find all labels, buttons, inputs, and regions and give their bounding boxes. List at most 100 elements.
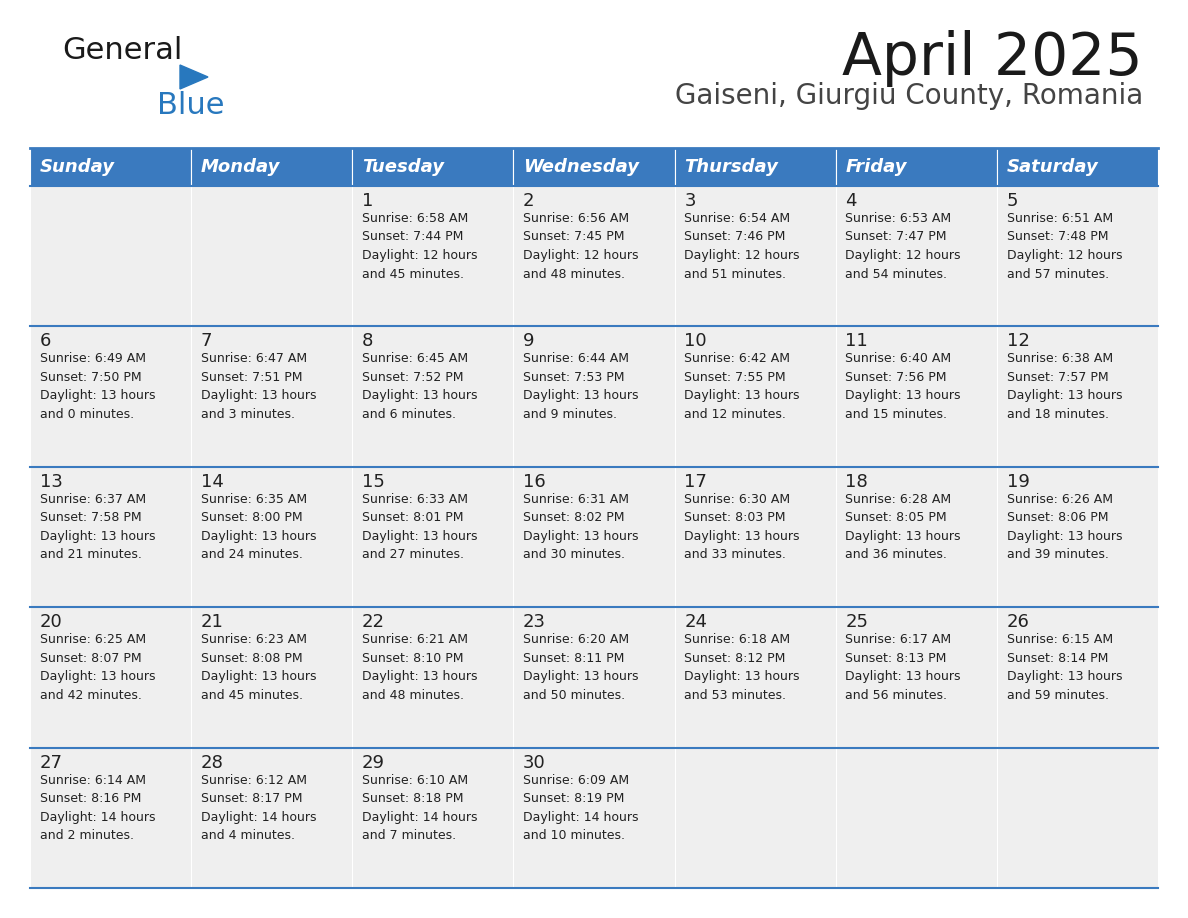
Text: Sunrise: 6:44 AM
Sunset: 7:53 PM
Daylight: 13 hours
and 9 minutes.: Sunrise: 6:44 AM Sunset: 7:53 PM Dayligh… (523, 353, 639, 420)
Text: 26: 26 (1006, 613, 1029, 632)
Text: 6: 6 (39, 332, 51, 351)
Bar (30, 607, 191, 747)
Text: Sunrise: 6:14 AM
Sunset: 8:16 PM
Daylight: 14 hours
and 2 minutes.: Sunrise: 6:14 AM Sunset: 8:16 PM Dayligh… (39, 774, 156, 842)
Bar (353, 327, 513, 466)
Text: 18: 18 (846, 473, 868, 491)
Bar (835, 466, 997, 607)
Text: Sunrise: 6:30 AM
Sunset: 8:03 PM
Daylight: 13 hours
and 33 minutes.: Sunrise: 6:30 AM Sunset: 8:03 PM Dayligh… (684, 493, 800, 561)
Text: 9: 9 (523, 332, 535, 351)
Text: 20: 20 (39, 613, 63, 632)
Bar (353, 747, 513, 888)
Bar (513, 148, 675, 186)
Bar (997, 186, 1158, 327)
Text: Sunrise: 6:56 AM
Sunset: 7:45 PM
Daylight: 12 hours
and 48 minutes.: Sunrise: 6:56 AM Sunset: 7:45 PM Dayligh… (523, 212, 639, 281)
Text: 4: 4 (846, 192, 857, 210)
Bar (997, 607, 1158, 747)
Bar (513, 607, 675, 747)
Text: Sunrise: 6:42 AM
Sunset: 7:55 PM
Daylight: 13 hours
and 12 minutes.: Sunrise: 6:42 AM Sunset: 7:55 PM Dayligh… (684, 353, 800, 420)
Text: 1: 1 (362, 192, 373, 210)
Text: 19: 19 (1006, 473, 1029, 491)
Bar (997, 148, 1158, 186)
Text: 30: 30 (523, 754, 545, 772)
Bar (675, 466, 835, 607)
Bar (191, 747, 353, 888)
Text: Sunrise: 6:49 AM
Sunset: 7:50 PM
Daylight: 13 hours
and 0 minutes.: Sunrise: 6:49 AM Sunset: 7:50 PM Dayligh… (39, 353, 156, 420)
Text: 15: 15 (362, 473, 385, 491)
Text: 13: 13 (39, 473, 63, 491)
Bar (30, 327, 191, 466)
Text: Wednesday: Wednesday (523, 158, 639, 176)
Text: 28: 28 (201, 754, 223, 772)
Text: 12: 12 (1006, 332, 1029, 351)
Text: 7: 7 (201, 332, 213, 351)
Text: Sunrise: 6:35 AM
Sunset: 8:00 PM
Daylight: 13 hours
and 24 minutes.: Sunrise: 6:35 AM Sunset: 8:00 PM Dayligh… (201, 493, 316, 561)
Text: Gaiseni, Giurgiu County, Romania: Gaiseni, Giurgiu County, Romania (675, 82, 1143, 110)
Text: 27: 27 (39, 754, 63, 772)
Text: Sunrise: 6:37 AM
Sunset: 7:58 PM
Daylight: 13 hours
and 21 minutes.: Sunrise: 6:37 AM Sunset: 7:58 PM Dayligh… (39, 493, 156, 561)
Polygon shape (181, 65, 208, 89)
Text: Sunrise: 6:17 AM
Sunset: 8:13 PM
Daylight: 13 hours
and 56 minutes.: Sunrise: 6:17 AM Sunset: 8:13 PM Dayligh… (846, 633, 961, 701)
Bar (835, 327, 997, 466)
Text: Sunrise: 6:28 AM
Sunset: 8:05 PM
Daylight: 13 hours
and 36 minutes.: Sunrise: 6:28 AM Sunset: 8:05 PM Dayligh… (846, 493, 961, 561)
Text: 25: 25 (846, 613, 868, 632)
Text: Sunrise: 6:09 AM
Sunset: 8:19 PM
Daylight: 14 hours
and 10 minutes.: Sunrise: 6:09 AM Sunset: 8:19 PM Dayligh… (523, 774, 639, 842)
Bar (675, 607, 835, 747)
Bar (835, 186, 997, 327)
Text: Thursday: Thursday (684, 158, 778, 176)
Text: 21: 21 (201, 613, 223, 632)
Text: 17: 17 (684, 473, 707, 491)
Bar (30, 747, 191, 888)
Text: Sunrise: 6:26 AM
Sunset: 8:06 PM
Daylight: 13 hours
and 39 minutes.: Sunrise: 6:26 AM Sunset: 8:06 PM Dayligh… (1006, 493, 1121, 561)
Text: Sunrise: 6:23 AM
Sunset: 8:08 PM
Daylight: 13 hours
and 45 minutes.: Sunrise: 6:23 AM Sunset: 8:08 PM Dayligh… (201, 633, 316, 701)
Bar (997, 327, 1158, 466)
Bar (997, 466, 1158, 607)
Text: 22: 22 (362, 613, 385, 632)
Text: 23: 23 (523, 613, 546, 632)
Text: 2: 2 (523, 192, 535, 210)
Bar (191, 327, 353, 466)
Bar (30, 148, 191, 186)
Bar (835, 607, 997, 747)
Text: Sunrise: 6:51 AM
Sunset: 7:48 PM
Daylight: 12 hours
and 57 minutes.: Sunrise: 6:51 AM Sunset: 7:48 PM Dayligh… (1006, 212, 1121, 281)
Text: 14: 14 (201, 473, 223, 491)
Bar (513, 186, 675, 327)
Text: Sunrise: 6:58 AM
Sunset: 7:44 PM
Daylight: 12 hours
and 45 minutes.: Sunrise: 6:58 AM Sunset: 7:44 PM Dayligh… (362, 212, 478, 281)
Text: Sunrise: 6:40 AM
Sunset: 7:56 PM
Daylight: 13 hours
and 15 minutes.: Sunrise: 6:40 AM Sunset: 7:56 PM Dayligh… (846, 353, 961, 420)
Bar (30, 186, 191, 327)
Text: 24: 24 (684, 613, 707, 632)
Text: Sunrise: 6:25 AM
Sunset: 8:07 PM
Daylight: 13 hours
and 42 minutes.: Sunrise: 6:25 AM Sunset: 8:07 PM Dayligh… (39, 633, 156, 701)
Bar (353, 186, 513, 327)
Text: Sunrise: 6:54 AM
Sunset: 7:46 PM
Daylight: 12 hours
and 51 minutes.: Sunrise: 6:54 AM Sunset: 7:46 PM Dayligh… (684, 212, 800, 281)
Bar (191, 148, 353, 186)
Bar (513, 327, 675, 466)
Text: Saturday: Saturday (1006, 158, 1098, 176)
Bar (997, 747, 1158, 888)
Text: 8: 8 (362, 332, 373, 351)
Text: Sunrise: 6:18 AM
Sunset: 8:12 PM
Daylight: 13 hours
and 53 minutes.: Sunrise: 6:18 AM Sunset: 8:12 PM Dayligh… (684, 633, 800, 701)
Bar (675, 327, 835, 466)
Text: Sunrise: 6:15 AM
Sunset: 8:14 PM
Daylight: 13 hours
and 59 minutes.: Sunrise: 6:15 AM Sunset: 8:14 PM Dayligh… (1006, 633, 1121, 701)
Text: Monday: Monday (201, 158, 280, 176)
Text: Sunrise: 6:33 AM
Sunset: 8:01 PM
Daylight: 13 hours
and 27 minutes.: Sunrise: 6:33 AM Sunset: 8:01 PM Dayligh… (362, 493, 478, 561)
Text: 3: 3 (684, 192, 696, 210)
Text: Sunrise: 6:38 AM
Sunset: 7:57 PM
Daylight: 13 hours
and 18 minutes.: Sunrise: 6:38 AM Sunset: 7:57 PM Dayligh… (1006, 353, 1121, 420)
Bar (675, 186, 835, 327)
Bar (30, 466, 191, 607)
Text: General: General (62, 36, 183, 65)
Text: Sunrise: 6:10 AM
Sunset: 8:18 PM
Daylight: 14 hours
and 7 minutes.: Sunrise: 6:10 AM Sunset: 8:18 PM Dayligh… (362, 774, 478, 842)
Text: Blue: Blue (157, 91, 225, 120)
Text: 29: 29 (362, 754, 385, 772)
Text: 11: 11 (846, 332, 868, 351)
Text: Friday: Friday (846, 158, 906, 176)
Bar (191, 607, 353, 747)
Text: Sunrise: 6:12 AM
Sunset: 8:17 PM
Daylight: 14 hours
and 4 minutes.: Sunrise: 6:12 AM Sunset: 8:17 PM Dayligh… (201, 774, 316, 842)
Bar (675, 747, 835, 888)
Text: Sunrise: 6:31 AM
Sunset: 8:02 PM
Daylight: 13 hours
and 30 minutes.: Sunrise: 6:31 AM Sunset: 8:02 PM Dayligh… (523, 493, 639, 561)
Text: Sunrise: 6:47 AM
Sunset: 7:51 PM
Daylight: 13 hours
and 3 minutes.: Sunrise: 6:47 AM Sunset: 7:51 PM Dayligh… (201, 353, 316, 420)
Bar (353, 148, 513, 186)
Bar (513, 747, 675, 888)
Text: 16: 16 (523, 473, 545, 491)
Bar (353, 466, 513, 607)
Bar (675, 148, 835, 186)
Text: Sunday: Sunday (39, 158, 115, 176)
